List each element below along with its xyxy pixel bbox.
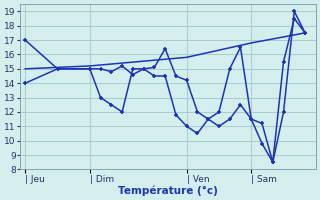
X-axis label: Température (°c): Température (°c) (118, 185, 218, 196)
